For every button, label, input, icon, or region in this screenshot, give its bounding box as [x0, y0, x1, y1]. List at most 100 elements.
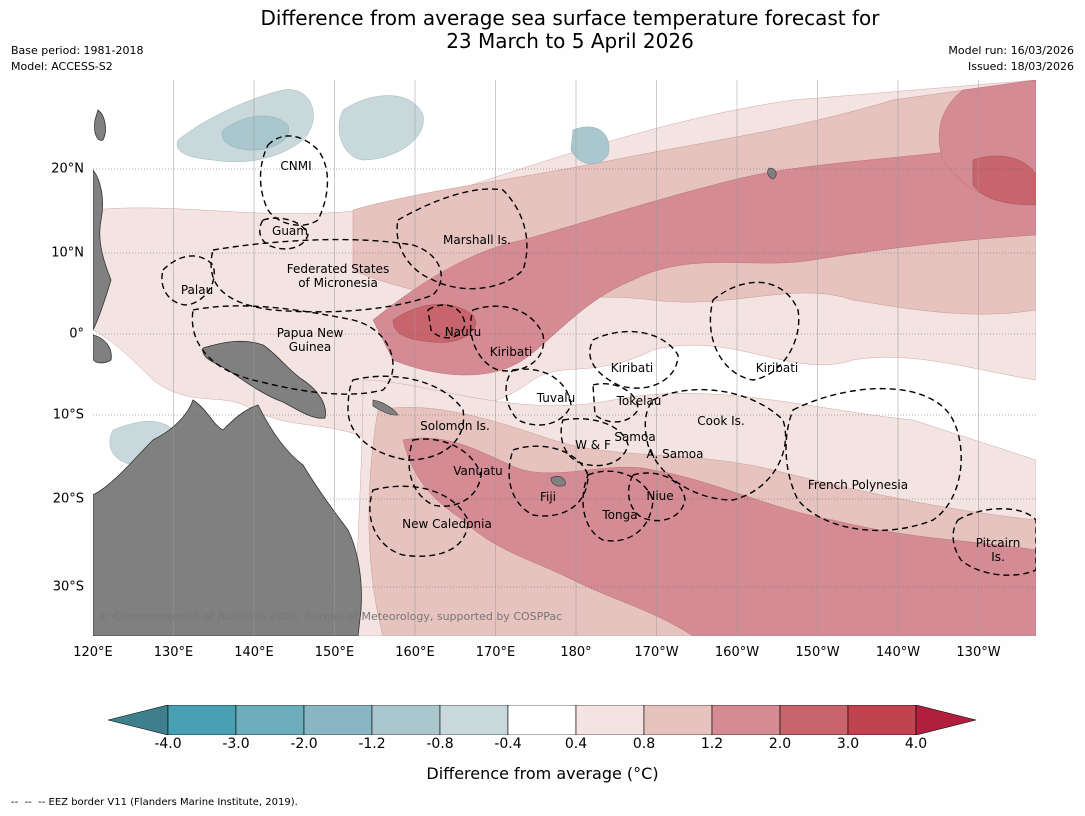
colorbar-tick: -0.8: [426, 736, 454, 752]
label-samoa: Samoa: [614, 430, 656, 444]
label-tonga: Tonga: [602, 508, 638, 522]
fiji-islands: [550, 476, 566, 487]
colorbar-tick: -3.0: [222, 736, 250, 752]
eez-tuvalu: [505, 368, 572, 426]
label-american-samoa: A. Samoa: [646, 447, 704, 461]
meta-right: Model run: 16/03/2026 Issued: 18/03/2026: [948, 43, 1074, 75]
colorbar-tick: 0.4: [564, 736, 588, 752]
lat-tick-label: 10°S: [52, 407, 84, 423]
lon-tick-label: 160°E: [395, 645, 435, 660]
colorbar-bin: [235, 705, 305, 735]
map-canvas: [93, 80, 1036, 636]
label-wallis-futuna: W & F: [575, 438, 611, 452]
label-fsm-line-1: Federated States: [286, 262, 390, 276]
colorbar-extend-high: [915, 705, 977, 735]
eez-french-polynesia: [785, 388, 962, 532]
meta-left: Base period: 1981-2018 Model: ACCESS-S2: [11, 43, 143, 75]
lat-tick-label: 0°: [69, 326, 84, 342]
philippines-landmass: [93, 169, 112, 331]
lon-tick-label: 120°E: [73, 645, 113, 660]
label-cook-islands: Cook Is.: [697, 414, 745, 428]
colorbar-tick: 4.0: [904, 736, 928, 752]
lon-tick-label: 130°W: [956, 645, 1001, 660]
eez-kiribati-west: [469, 305, 545, 372]
lat-tick-label: 20°S: [52, 491, 84, 507]
eez-cook: [644, 388, 787, 501]
label-tuvalu: Tuvalu: [536, 391, 576, 405]
label-french-polynesia: French Polynesia: [807, 478, 909, 492]
colorbar-bin: [779, 705, 849, 735]
lat-tick-label: 30°S: [52, 579, 84, 595]
label-guam: Guam: [272, 224, 308, 238]
base-period: Base period: 1981-2018: [11, 44, 144, 57]
label-pitcairn-line-2: Is.: [991, 550, 1005, 564]
colorbar-bin: [643, 705, 713, 735]
colorbar-tick: 0.8: [632, 736, 656, 752]
lon-tick-label: 180°: [560, 645, 592, 660]
eez-tonga: [582, 470, 654, 542]
eez-palau: [161, 255, 215, 306]
colorbar-tick: -0.4: [494, 736, 522, 752]
colorbar-bin: [303, 705, 373, 735]
colorbar-extend-low: [108, 705, 169, 735]
anomaly-band-2.0-3.0: [392, 304, 476, 343]
label-tokelau: Tokelau: [616, 394, 662, 408]
label-marshall-islands: Marshall Is.: [443, 233, 511, 247]
colorbar-tick: -2.0: [290, 736, 318, 752]
model-run: Model run: 16/03/2026: [948, 44, 1074, 57]
lon-tick-label: 160°W: [714, 645, 760, 660]
label-fsm: Federated States of Micronesia: [287, 262, 389, 290]
label-papua-new-guinea: Papua New Guinea: [277, 326, 344, 354]
eez-vanuatu: [408, 438, 482, 507]
gridlines: [93, 80, 1036, 636]
copyright-notice: © Commonwealth of Australia 2026, Bureau…: [99, 610, 563, 623]
eez-marshall: [396, 188, 528, 290]
eez-pitcairn: [952, 508, 1036, 576]
new-guinea-landmass: [202, 340, 326, 419]
colorbar-bin: [711, 705, 781, 735]
label-pitcairn-line-1: Pitcairn: [975, 536, 1021, 550]
anomaly-band-1.2-2.0-equatorial: [372, 139, 1036, 376]
lon-tick-label: 140°E: [234, 645, 274, 660]
sst-anomaly-map: CNMI Guam Marshall Is. Federated States …: [93, 80, 1036, 636]
colorbar-tick: 3.0: [836, 736, 860, 752]
colorbar: [108, 705, 977, 735]
label-pitcairn: Pitcairn Is.: [976, 536, 1021, 564]
colorbar-bin: [439, 705, 509, 735]
anomaly-band-2.0-3.0-ne: [972, 155, 1036, 206]
label-kiribati-west: Kiribati: [489, 345, 533, 359]
lon-tick-label: 140°W: [875, 645, 921, 660]
lon-tick-label: 130°E: [153, 645, 194, 660]
lon-tick-label: 170°W: [634, 645, 679, 660]
colorbar-title: Difference from average (°C): [426, 764, 659, 783]
australia-landmass: [93, 399, 362, 636]
label-new-caledonia: New Caledonia: [402, 517, 492, 531]
label-png-line-1: Papua New: [276, 326, 344, 340]
colorbar-bin: [847, 705, 917, 735]
eez-solomon: [347, 375, 465, 461]
eez-guam: [259, 217, 309, 250]
label-palau: Palau: [180, 283, 214, 297]
label-fsm-line-2: of Micronesia: [298, 276, 378, 290]
lon-tick-label: 150°E: [314, 645, 355, 660]
anomaly-band-negative-north-c: [338, 95, 424, 161]
eez-new-caledonia: [369, 485, 469, 557]
eez-nauru: [427, 304, 466, 339]
anomaly-band-negative-north-d: [570, 126, 610, 165]
eez-kiribati-east: [709, 281, 800, 381]
label-solomon-islands: Solomon Is.: [420, 419, 490, 433]
lon-tick-label: 150°W: [795, 645, 840, 660]
eez-fiji: [508, 445, 589, 517]
taiwan-landmass: [94, 109, 106, 141]
eez-fsm: [210, 238, 442, 313]
solomon-islands: [372, 399, 399, 416]
map-title: Difference from average sea surface temp…: [0, 7, 1085, 53]
colorbar-bin: [575, 705, 645, 735]
label-fiji: Fiji: [539, 490, 557, 504]
label-kiribati-central: Kiribati: [610, 361, 654, 375]
title-line-1: Difference from average sea surface temp…: [260, 6, 880, 30]
colorbar-bin: [371, 705, 441, 735]
borneo-landmass: [93, 334, 112, 364]
eez-cnmi: [259, 135, 329, 226]
label-nauru: Nauru: [444, 325, 482, 339]
